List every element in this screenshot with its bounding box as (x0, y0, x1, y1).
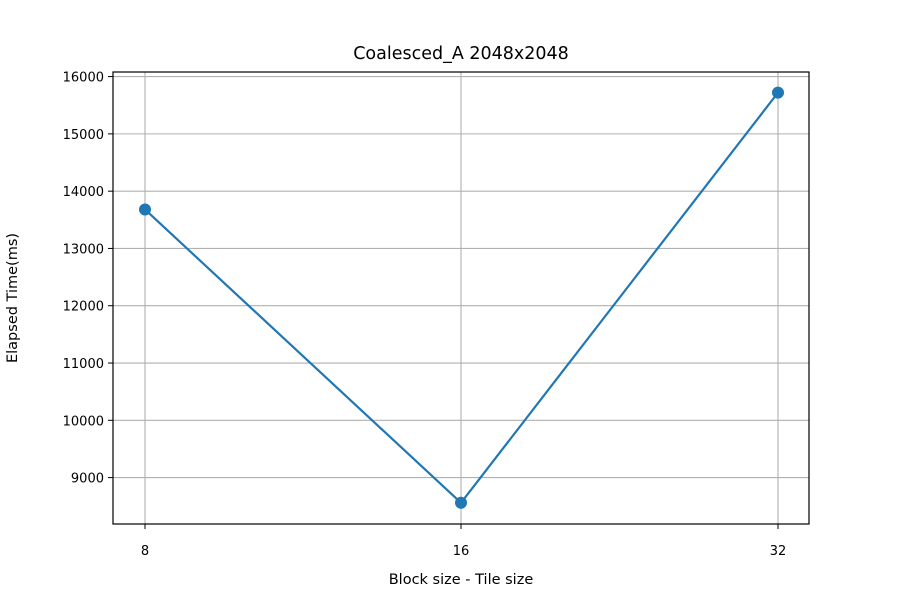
y-tick-label: 14000 (63, 185, 104, 200)
y-tick-label: 11000 (63, 357, 104, 372)
data-point (139, 203, 151, 216)
data-point (455, 496, 467, 509)
y-tick-label: 10000 (63, 414, 104, 429)
x-tick-label: 8 (141, 544, 149, 559)
y-tick-label: 13000 (63, 242, 104, 257)
grid-lines (113, 72, 809, 524)
series-layer (139, 86, 784, 509)
x-tick-label: 32 (770, 544, 787, 559)
x-tick-label: 16 (453, 544, 470, 559)
y-tick-label: 16000 (63, 71, 104, 86)
ticks: 8 16 32 9000 10000 11000 12000 13000 14000 15000 1… (63, 71, 787, 559)
y-tick-label: 12000 (63, 300, 104, 315)
chart-title: Coalesced_A 2048x2048 (353, 44, 569, 64)
y-tick-label: 15000 (63, 128, 104, 143)
y-tick-label: 9000 (71, 472, 104, 487)
x-axis-title: Block size - Tile size (389, 572, 534, 588)
y-axis-title: Elapsed Time(ms) (5, 233, 21, 363)
data-point (772, 86, 784, 99)
